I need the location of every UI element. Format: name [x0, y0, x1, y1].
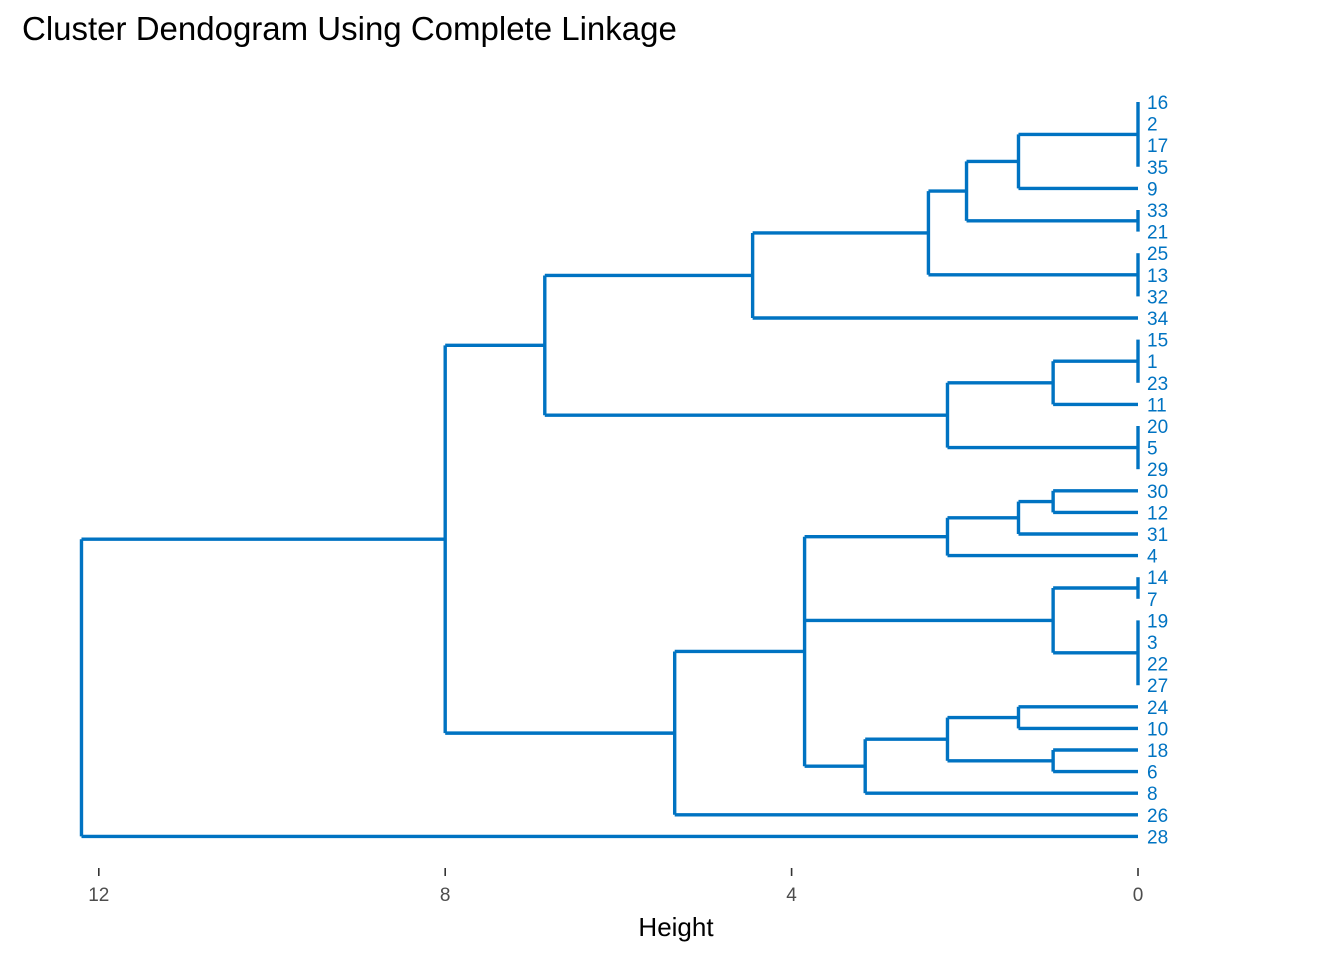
x-tick-label: 4 [786, 885, 797, 906]
leaf-label: 3 [1147, 633, 1158, 654]
branch-group [79, 102, 1140, 839]
leaf-label: 28 [1147, 827, 1168, 848]
leaf-label: 16 [1147, 93, 1168, 114]
leaf-label: 26 [1147, 806, 1168, 827]
x-tick-label: 12 [88, 885, 109, 906]
leaf-label: 2 [1147, 115, 1158, 136]
leaf-label: 23 [1147, 374, 1168, 395]
leaf-label: 18 [1147, 741, 1168, 762]
leaf-label: 10 [1147, 719, 1168, 740]
x-tick-label: 8 [440, 885, 451, 906]
leaf-label: 30 [1147, 482, 1168, 503]
leaf-label: 11 [1147, 395, 1167, 416]
leaf-label: 5 [1147, 439, 1158, 460]
leaf-label: 34 [1147, 309, 1169, 330]
leaf-label: 6 [1147, 763, 1158, 784]
leaf-label: 35 [1147, 158, 1168, 179]
leaf-label: 14 [1147, 568, 1169, 589]
leaf-label-group: 1621735933212513323415123112052930123141… [1147, 93, 1169, 848]
leaf-label: 24 [1147, 698, 1169, 719]
x-tick-label: 0 [1133, 885, 1144, 906]
leaf-label: 31 [1147, 525, 1168, 546]
leaf-label: 7 [1147, 590, 1158, 611]
leaf-label: 1 [1147, 352, 1158, 373]
leaf-label: 29 [1147, 460, 1168, 481]
leaf-label: 32 [1147, 287, 1168, 308]
x-axis-title: Height [638, 912, 714, 942]
leaf-label: 17 [1147, 136, 1168, 157]
leaf-label: 9 [1147, 179, 1158, 200]
leaf-label: 22 [1147, 655, 1168, 676]
leaf-label: 25 [1147, 244, 1168, 265]
leaf-label: 20 [1147, 417, 1168, 438]
leaf-label: 27 [1147, 676, 1168, 697]
leaf-label: 13 [1147, 266, 1168, 287]
leaf-label: 19 [1147, 611, 1168, 632]
leaf-label: 21 [1147, 223, 1168, 244]
leaf-label: 33 [1147, 201, 1168, 222]
leaf-label: 8 [1147, 784, 1158, 805]
chart-title: Cluster Dendogram Using Complete Linkage [22, 10, 677, 47]
leaf-label: 15 [1147, 331, 1168, 352]
leaf-label: 12 [1147, 503, 1168, 524]
leaf-label: 4 [1147, 547, 1158, 568]
x-axis: 12 8 4 0 [88, 868, 1143, 906]
